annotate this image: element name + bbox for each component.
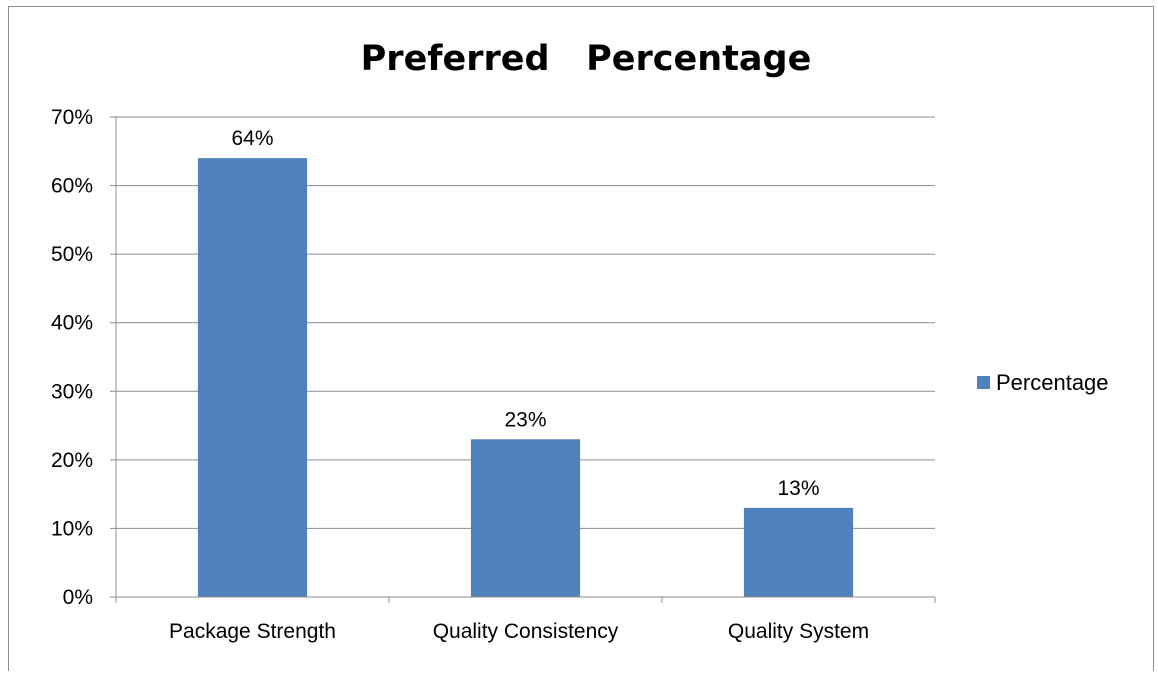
legend-label-percentage: Percentage (996, 370, 1109, 395)
x-tick-label: Quality System (728, 620, 869, 643)
y-tick-label: 0% (63, 586, 93, 609)
y-tick-label: 50% (51, 243, 93, 266)
data-label: 23% (504, 408, 546, 431)
labels: 0% 10% 20% 30% 40% 50% 60% 70% 64% Package Streng… (51, 106, 869, 643)
data-label: 13% (777, 477, 819, 500)
y-tick-label: 10% (51, 517, 93, 540)
chart-title: Preferred Percentage (361, 39, 812, 79)
bars (197, 158, 854, 597)
bar (197, 158, 308, 597)
y-tick-label: 20% (51, 449, 93, 472)
bar (743, 507, 854, 597)
bar (470, 439, 581, 597)
legend: Percentage (977, 370, 1109, 395)
data-label: 64% (231, 127, 273, 150)
y-tick-label: 70% (51, 106, 93, 129)
axes (110, 116, 936, 603)
x-tick-label: Package Strength (169, 620, 336, 643)
x-tick-label: Quality Consistency (433, 620, 619, 643)
y-tick-label: 60% (51, 175, 93, 198)
y-tick-label: 40% (51, 312, 93, 335)
legend-swatch (977, 376, 990, 389)
y-tick-label: 30% (51, 380, 93, 403)
